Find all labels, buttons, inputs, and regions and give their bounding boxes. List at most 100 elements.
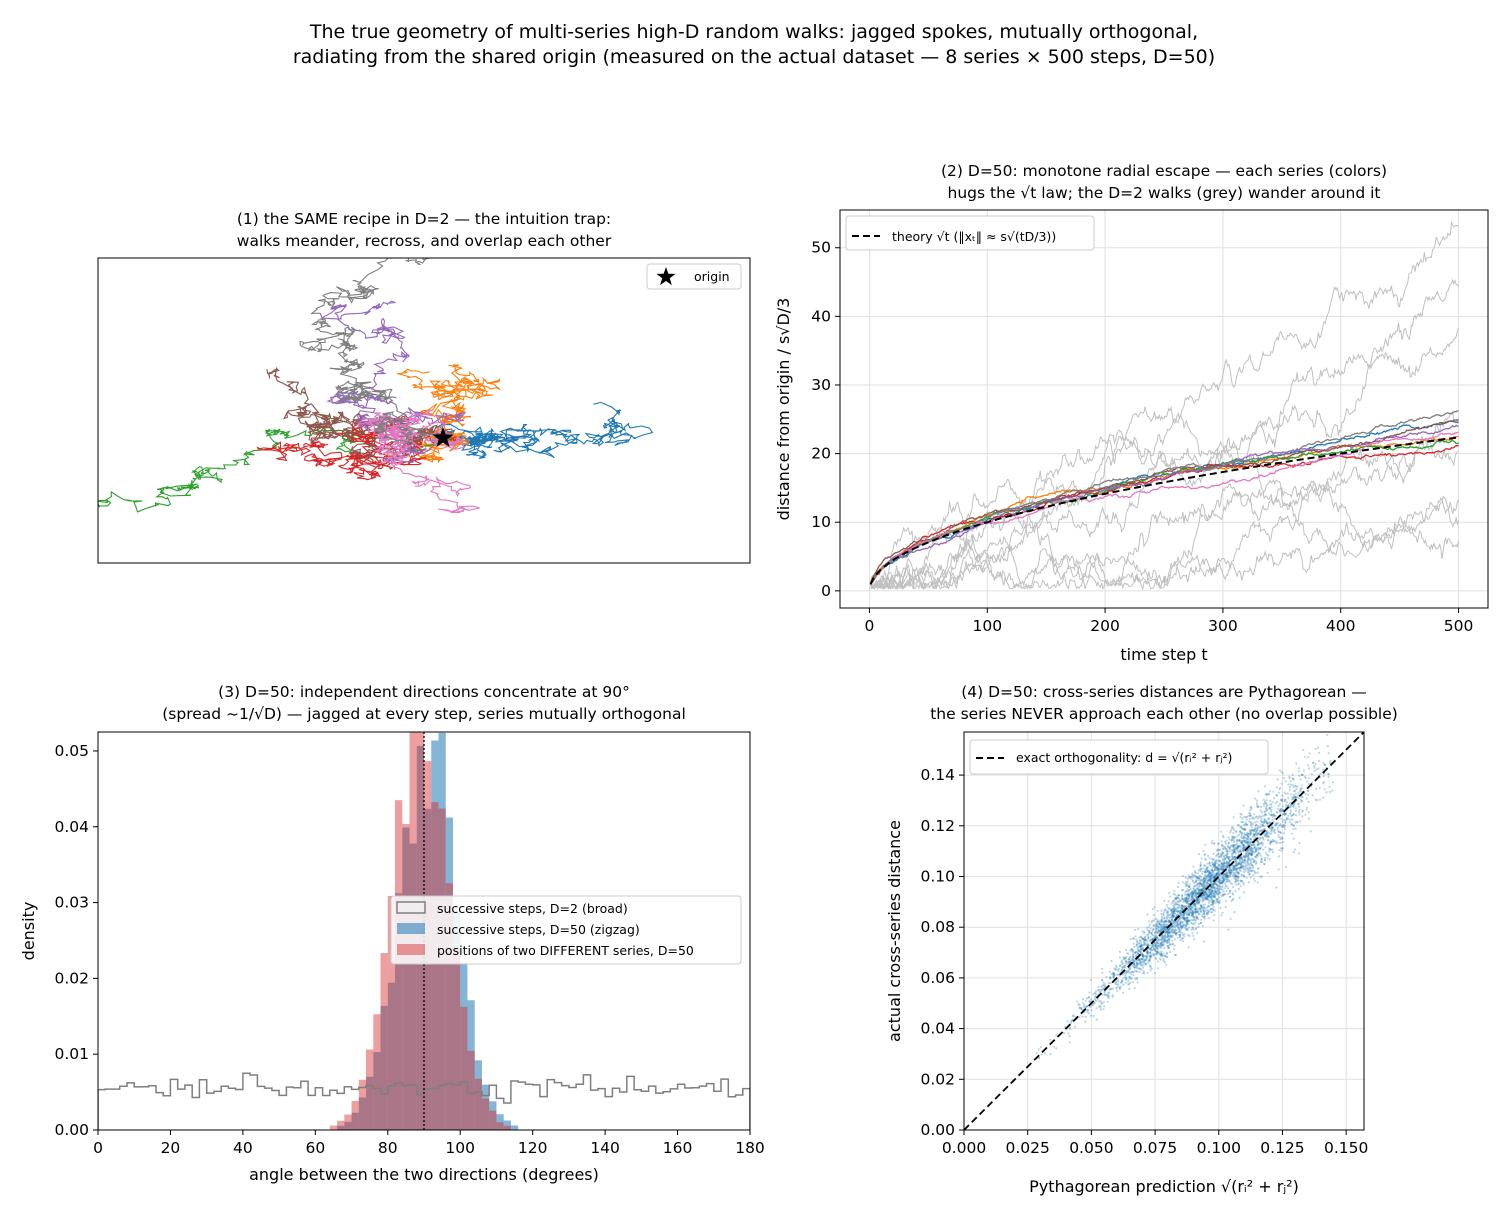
scatter-point xyxy=(1160,915,1163,918)
scatter-point xyxy=(1307,811,1310,814)
scatter-point xyxy=(1216,901,1219,904)
scatter-point xyxy=(1285,817,1288,821)
scatter-point xyxy=(1175,903,1178,906)
scatter-point xyxy=(1180,926,1183,929)
scatter-point xyxy=(1255,848,1258,851)
scatter-point xyxy=(1270,802,1273,806)
scatter-point xyxy=(1225,865,1228,868)
tick-label-y: 20 xyxy=(811,445,831,463)
scatter-point xyxy=(1257,826,1260,829)
scatter-point xyxy=(1183,918,1186,921)
scatter-point xyxy=(1110,973,1113,976)
scatter-point xyxy=(1093,997,1096,1000)
scatter-point xyxy=(1228,848,1232,851)
scatter-point xyxy=(1113,967,1116,970)
scatter-point xyxy=(1228,879,1231,883)
scatter-point xyxy=(1139,946,1142,949)
scatter-point xyxy=(1136,958,1139,962)
scatter-point xyxy=(1084,1006,1087,1009)
scatter-point xyxy=(1226,844,1229,847)
scatter-point xyxy=(1290,798,1294,801)
scatter-point xyxy=(1133,962,1136,965)
panel-1: (1) the SAME recipe in D=2 — the intuiti… xyxy=(97,210,751,564)
scatter-point xyxy=(1163,936,1166,939)
scatter-point xyxy=(1221,859,1224,862)
scatter-point xyxy=(1223,857,1226,860)
scatter-point xyxy=(1095,999,1098,1002)
scatter-point xyxy=(1202,909,1205,912)
scatter-point xyxy=(1250,805,1253,808)
scatter-point xyxy=(1196,883,1199,886)
scatter-point xyxy=(1307,756,1310,759)
scatter-point xyxy=(1269,813,1272,816)
scatter-point xyxy=(1236,842,1239,845)
scatter-point xyxy=(1165,940,1169,943)
scatter-point xyxy=(1204,843,1207,846)
tick-label-y: 40 xyxy=(811,307,831,325)
scatter-point xyxy=(1167,919,1170,922)
zigzag-bar xyxy=(481,1084,490,1130)
scatter-point xyxy=(1214,882,1218,885)
scatter-point xyxy=(1303,775,1306,779)
scatter-point xyxy=(1160,953,1163,956)
scatter-point xyxy=(1216,884,1219,887)
scatter-point xyxy=(1154,944,1157,948)
scatter-point xyxy=(1280,836,1283,839)
scatter-point xyxy=(1166,934,1169,937)
scatter-point xyxy=(1182,925,1185,928)
scatter-point xyxy=(1234,869,1238,872)
scatter-point xyxy=(1240,865,1243,868)
scatter-point xyxy=(1267,835,1270,838)
scatter-point xyxy=(1209,878,1212,881)
scatter-point xyxy=(1314,798,1317,801)
tick-label-y: 0.12 xyxy=(920,817,955,835)
scatter-point xyxy=(1268,857,1271,861)
scatter-point xyxy=(1301,774,1304,777)
scatter-point xyxy=(1284,780,1287,783)
scatter-point xyxy=(1242,850,1245,853)
scatter-point xyxy=(1221,868,1225,872)
scatter-point xyxy=(1250,854,1253,857)
scatter-point xyxy=(1263,785,1266,788)
scatter-point xyxy=(1287,814,1290,818)
scatter-point xyxy=(1252,833,1255,837)
scatter-point xyxy=(1171,943,1174,946)
scatter-point xyxy=(1156,948,1159,951)
d50-series-line xyxy=(869,419,1459,584)
scatter-point xyxy=(1228,860,1231,863)
scatter-point xyxy=(1260,858,1263,861)
scatter-point xyxy=(1117,970,1120,973)
scatter-point xyxy=(1250,854,1253,857)
scatter-point xyxy=(1125,971,1128,974)
scatter-point xyxy=(1257,842,1260,846)
scatter-point xyxy=(1180,937,1183,940)
scatter-point xyxy=(1269,842,1272,846)
scatter-point xyxy=(1226,887,1230,890)
scatter-point xyxy=(1155,941,1158,944)
scatter-point xyxy=(1296,796,1299,799)
scatter-point xyxy=(1328,785,1331,788)
scatter-point xyxy=(1226,880,1229,883)
scatter-point xyxy=(1229,872,1232,876)
scatter-point xyxy=(1201,888,1204,891)
scatter-point xyxy=(1236,879,1239,882)
scatter-point xyxy=(1239,862,1242,865)
scatter-point xyxy=(1173,911,1176,914)
scatter-point xyxy=(1209,893,1212,896)
scatter-point xyxy=(1237,866,1240,870)
walk-line xyxy=(356,409,480,514)
scatter-point xyxy=(1152,954,1155,957)
scatter-point xyxy=(1101,984,1104,987)
scatter-point xyxy=(1225,854,1228,857)
scatter-point xyxy=(1255,831,1258,834)
scatter-point xyxy=(1269,829,1272,832)
scatter-point xyxy=(1067,1032,1070,1035)
scatter-point xyxy=(1218,878,1221,881)
scatter-point xyxy=(1178,905,1181,908)
scatter-point xyxy=(1149,950,1152,954)
scatter-point xyxy=(1188,885,1191,888)
scatter-point xyxy=(1232,871,1235,874)
scatter-point xyxy=(1237,844,1241,848)
scatter-point xyxy=(1132,965,1135,968)
scatter-point xyxy=(1244,869,1247,872)
